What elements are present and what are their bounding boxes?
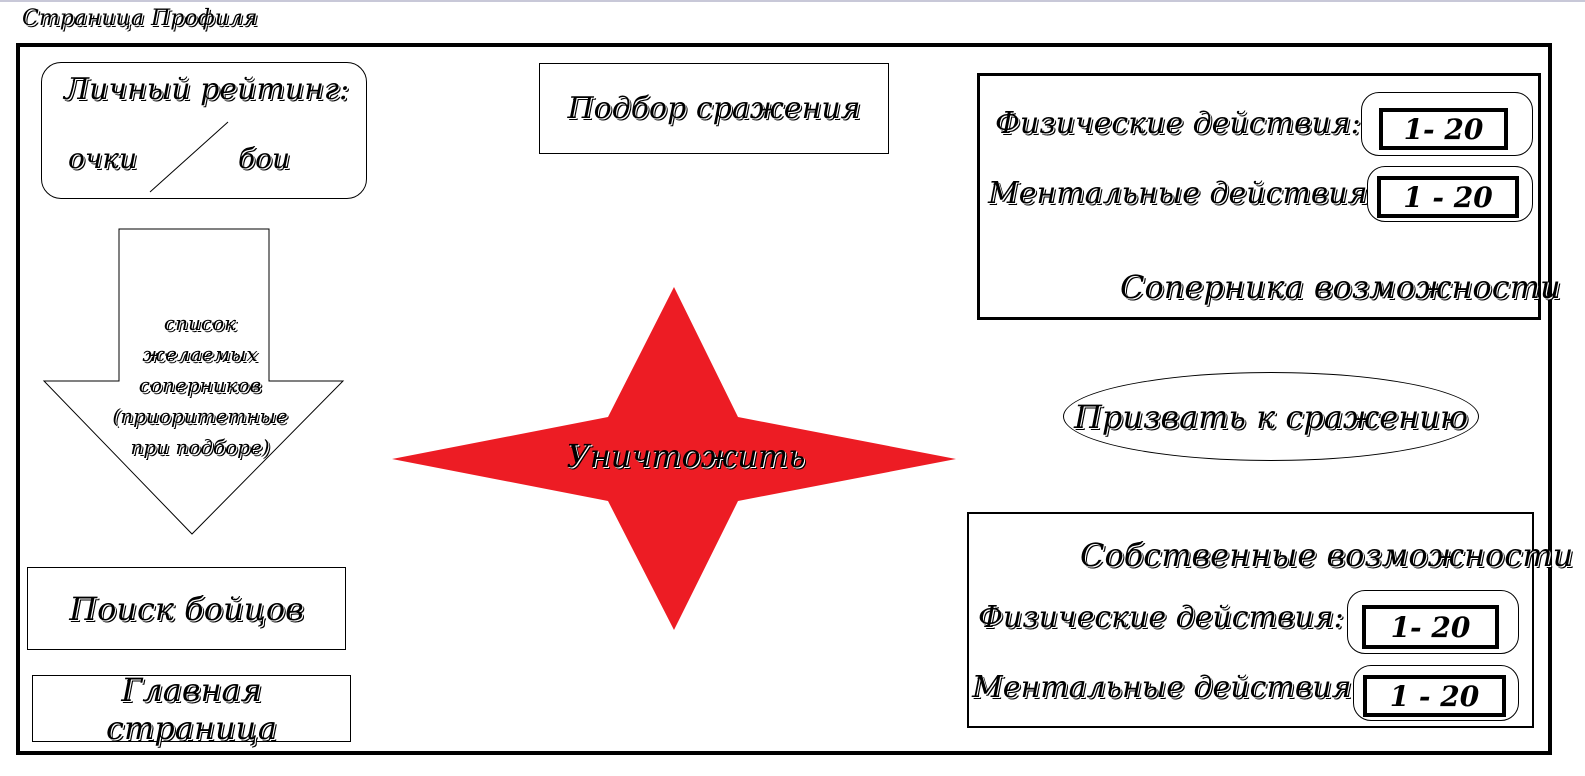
search-fighters-button[interactable]: Поиск бойцов [27,567,346,650]
opponent-capabilities-box [977,73,1541,320]
wishlist-line: список [163,311,237,335]
opponent-mental-value[interactable]: 1 - 20 [1377,176,1519,218]
opponent-mental-label: Ментальные действия: [988,176,1378,211]
wishlist-line: желаемых [142,342,258,366]
wishlist-arrow-shape[interactable] [40,228,346,538]
destroy-label: Уничтожить [566,437,806,475]
destroy-star[interactable] [388,286,958,632]
challenge-button[interactable]: Призвать к сражению [1063,372,1479,461]
top-border-line [0,0,1585,2]
opponent-physical-label: Физические действия: [995,106,1361,141]
wishlist-line: (приоритетные [112,404,288,428]
home-page-button[interactable]: Главная страница [32,671,351,747]
own-capabilities-box [967,512,1534,728]
own-physical-value[interactable]: 1- 20 [1362,605,1499,649]
personal-rating-title: Личный рейтинг: [64,72,350,107]
own-physical-label: Физические действия: [978,600,1344,635]
wishlist-line: соперников [138,373,262,397]
wishlist-line: при подборе) [130,435,270,459]
own-mental-label: Ментальные действия: [972,670,1362,705]
opponent-physical-value[interactable]: 1- 20 [1379,108,1508,150]
own-mental-value[interactable]: 1 - 20 [1363,675,1506,717]
rating-points-label: очки [68,142,138,175]
personal-rating-box [41,62,367,199]
page-title: Страница Профиля [22,6,258,31]
opponent-capabilities-caption: Соперника возможности [1120,268,1561,306]
rating-battles-label: бои [238,142,290,175]
own-capabilities-caption: Собственные возможности [1080,536,1574,574]
profile-frame [16,43,1552,755]
rating-divider [149,121,229,193]
wishlist-arrow-text: список желаемых соперников (приоритетные… [100,308,300,463]
matchmaking-button[interactable]: Подбор сражения [539,63,889,154]
